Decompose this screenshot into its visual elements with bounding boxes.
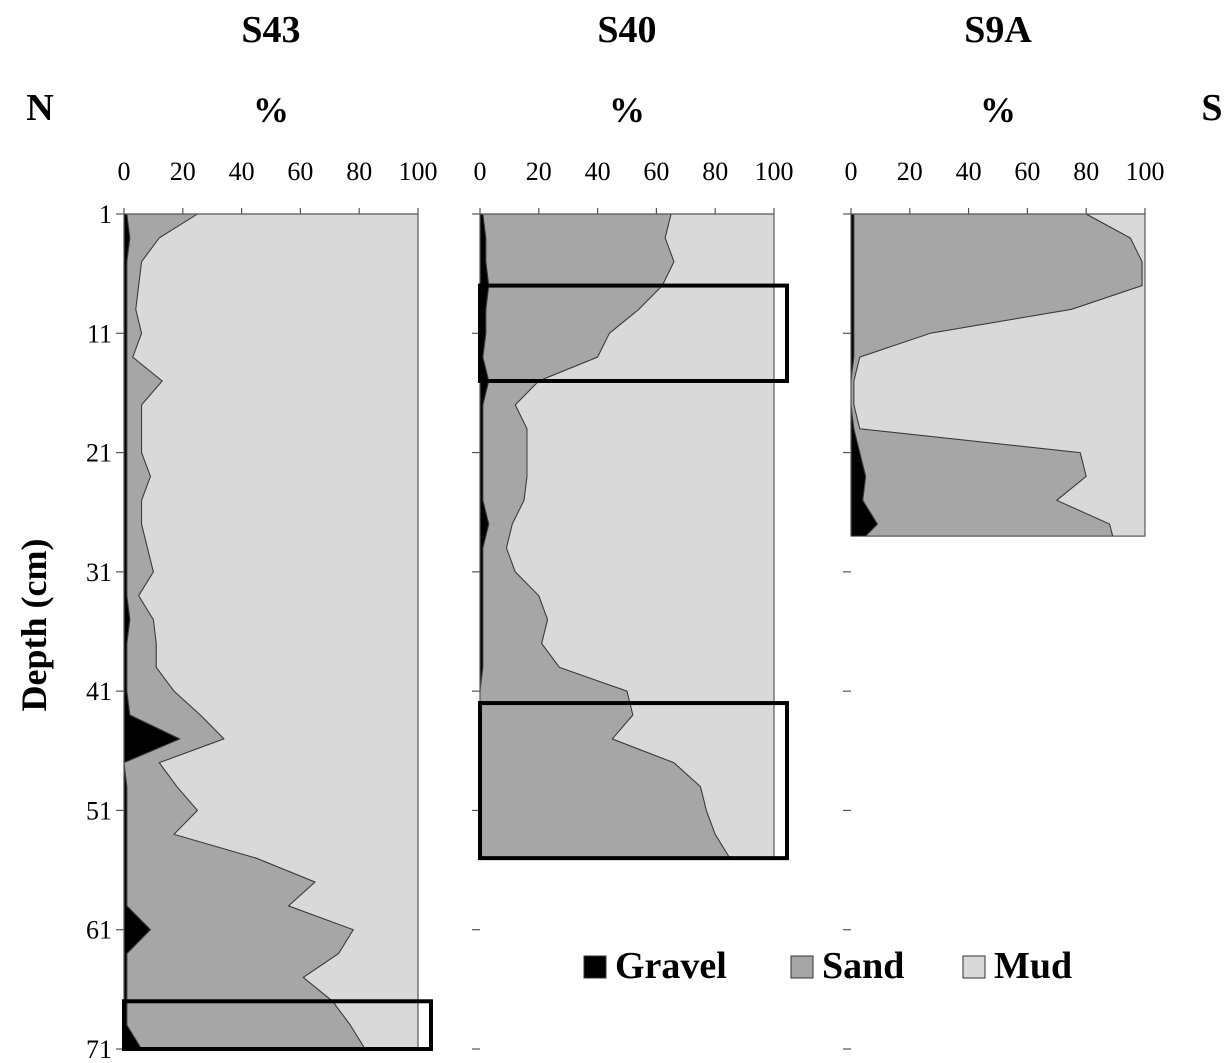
y-tick-label: 41 xyxy=(86,677,112,706)
x-tick-label: 40 xyxy=(229,157,255,186)
legend-label-sand: Sand xyxy=(822,945,904,987)
legend-label-mud: Mud xyxy=(994,945,1072,987)
x-tick-label: 0 xyxy=(845,157,858,186)
x-tick-label: 80 xyxy=(702,157,728,186)
y-tick-label: 31 xyxy=(86,558,112,587)
x-tick-label: 40 xyxy=(956,157,982,186)
x-tick-label: 100 xyxy=(399,157,438,186)
y-tick-label: 71 xyxy=(86,1035,112,1063)
x-tick-label: 20 xyxy=(897,157,923,186)
y-axis-label: Depth (cm) xyxy=(14,539,54,712)
x-tick-label: 20 xyxy=(526,157,552,186)
highlight-box-s40-2 xyxy=(478,701,789,861)
north-label: N xyxy=(26,87,53,129)
x-tick-label: 60 xyxy=(643,157,669,186)
panel-title-s9a: S9A xyxy=(964,9,1032,51)
south-label: S xyxy=(1201,87,1222,129)
x-tick-label: 100 xyxy=(755,157,794,186)
legend-swatch-sand xyxy=(790,955,814,979)
x-tick-label: 0 xyxy=(474,157,487,186)
y-tick-label: 11 xyxy=(87,319,112,348)
highlight-box-s40-1 xyxy=(478,283,789,384)
x-tick-label: 80 xyxy=(1073,157,1099,186)
panel-title-s43: S43 xyxy=(241,9,300,51)
x-tick-label: 60 xyxy=(1014,157,1040,186)
x-tick-label: 20 xyxy=(170,157,196,186)
legend-swatch-mud xyxy=(962,955,986,979)
panel-s9a: S9A% 0 20 40 60 80 100 xyxy=(843,9,1165,1050)
x-tick-label: 0 xyxy=(118,157,131,186)
y-tick-label: 51 xyxy=(86,796,112,825)
legend: Gravel Sand Mud xyxy=(583,945,1072,987)
x-tick-label: 40 xyxy=(585,157,611,186)
x-tick-label: 80 xyxy=(346,157,372,186)
panel-s40: S40% 0 20 40 60 80 100 xyxy=(472,9,794,1050)
y-tick-label: 61 xyxy=(86,916,112,945)
legend-swatch-gravel xyxy=(583,955,607,979)
x-axis-label-s43: % xyxy=(253,90,289,130)
highlight-box-s43-1 xyxy=(122,999,433,1051)
legend-label-gravel: Gravel xyxy=(615,945,727,987)
x-axis-label-s40: % xyxy=(609,90,645,130)
x-axis-label-s9a: % xyxy=(980,90,1016,130)
y-tick-label: 1 xyxy=(99,200,112,229)
area-mud-s9a xyxy=(853,213,1146,537)
x-tick-label: 100 xyxy=(1126,157,1165,186)
x-tick-label: 60 xyxy=(287,157,313,186)
panel-title-s40: S40 xyxy=(597,9,656,51)
y-tick-label: 21 xyxy=(86,439,112,468)
